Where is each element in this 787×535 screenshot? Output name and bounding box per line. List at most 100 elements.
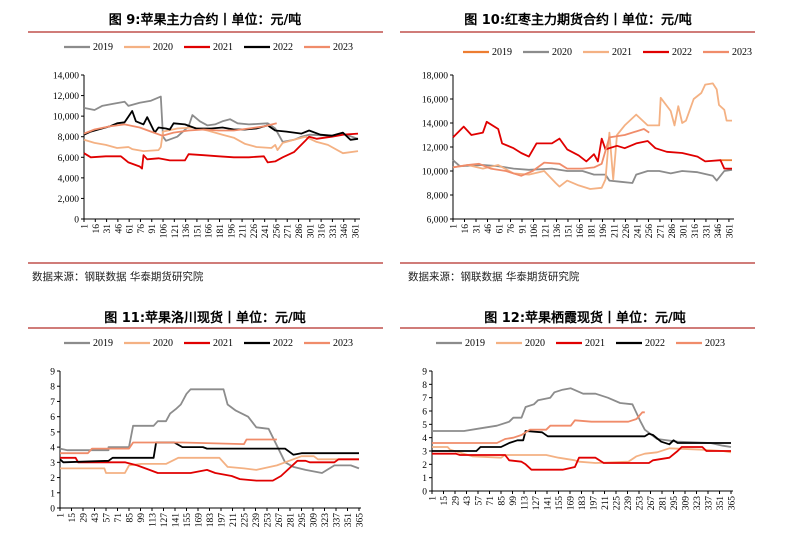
x-tick-label: 226 [250, 224, 260, 239]
y-tick-label: 4 [50, 444, 55, 454]
legend-label-2023: 2023 [333, 42, 353, 53]
x-tick-label: 365 [728, 496, 738, 511]
y-tick-label: 5 [422, 421, 427, 431]
series-line-2020 [60, 455, 359, 474]
x-tick-label: 155 [555, 496, 565, 511]
x-tick-label: 1 [450, 224, 460, 229]
chart-title: 图 12:苹果栖霞现货丨单位：元/吨 [484, 310, 686, 326]
x-tick-label: 295 [298, 513, 308, 528]
chart-2: 图 10:红枣主力期货合约丨单位：元/吨 2019 2020 2021 2022 2023… [400, 12, 755, 283]
x-tick-label: 316 [318, 224, 328, 239]
x-tick-label: 46 [484, 224, 494, 234]
x-tick-label: 239 [252, 513, 262, 528]
x-tick-label: 127 [532, 496, 542, 511]
y-tick-label: 12,000 [422, 144, 448, 154]
y-tick-label: 0 [74, 216, 79, 226]
x-tick-label: 99 [137, 513, 147, 523]
x-tick-label: 316 [691, 224, 701, 239]
x-tick-label: 337 [705, 496, 715, 511]
x-tick-label: 61 [495, 224, 505, 234]
x-tick-label: 141 [172, 513, 182, 528]
legend-label-2020: 2020 [525, 338, 545, 349]
y-tick-label: 10,000 [422, 168, 448, 178]
x-tick-label: 225 [241, 513, 251, 528]
x-tick-label: 181 [216, 224, 226, 239]
y-tick-label: 1 [50, 489, 55, 499]
x-tick-label: 267 [275, 513, 285, 528]
chart-title: 图 10:红枣主力期货合约丨单位：元/吨 [464, 12, 692, 28]
x-tick-label: 16 [92, 224, 102, 234]
x-tick-label: 197 [590, 496, 600, 511]
x-tick-label: 181 [587, 224, 597, 239]
y-tick-label: 7 [422, 394, 427, 404]
x-tick-label: 113 [149, 513, 159, 527]
x-tick-label: 183 [206, 513, 216, 528]
y-tick-label: 1 [422, 474, 427, 484]
x-tick-label: 267 [647, 496, 657, 511]
x-tick-label: 121 [541, 224, 551, 239]
x-tick-label: 346 [340, 224, 350, 239]
y-tick-label: 3 [422, 448, 427, 458]
x-tick-label: 121 [171, 224, 181, 239]
x-tick-label: 253 [264, 513, 274, 528]
x-tick-label: 127 [160, 513, 170, 528]
series-line-2023 [60, 438, 277, 455]
x-tick-label: 331 [329, 224, 339, 239]
x-tick-label: 85 [498, 496, 508, 506]
y-tick-label: 8,000 [427, 192, 449, 202]
x-tick-label: 15 [68, 513, 78, 523]
series-line-2021 [452, 82, 732, 190]
y-tick-label: 6 [50, 413, 55, 423]
x-tick-label: 323 [693, 496, 703, 511]
x-tick-label: 169 [567, 496, 577, 511]
y-tick-label: 4,000 [58, 174, 80, 184]
x-tick-label: 166 [576, 224, 586, 239]
y-tick-label: 14,000 [422, 120, 448, 130]
source-note: 数据来源：钢联数据 华泰期货研究院 [32, 270, 204, 283]
y-tick-label: 10,000 [53, 113, 79, 123]
x-tick-label: 361 [725, 224, 735, 239]
x-tick-label: 281 [659, 496, 669, 511]
x-tick-label: 76 [137, 224, 147, 234]
y-tick-label: 14,000 [53, 72, 79, 82]
legend-label-2019: 2019 [93, 338, 113, 349]
x-tick-label: 241 [633, 224, 643, 239]
x-tick-label: 196 [599, 224, 609, 239]
x-tick-label: 309 [682, 496, 692, 511]
series-line-2020 [83, 126, 359, 155]
x-tick-label: 136 [553, 224, 563, 239]
x-tick-label: 241 [261, 224, 271, 239]
x-tick-label: 106 [160, 224, 170, 239]
x-tick-label: 365 [356, 513, 366, 528]
series-line-2019 [59, 388, 360, 474]
x-tick-label: 196 [227, 224, 237, 239]
x-tick-label: 309 [310, 513, 320, 528]
x-tick-label: 85 [126, 513, 136, 523]
x-tick-label: 113 [521, 496, 531, 510]
series-line-2023 [452, 128, 650, 177]
x-tick-label: 15 [440, 496, 450, 506]
y-tick-label: 9 [422, 368, 427, 378]
x-tick-label: 351 [716, 496, 726, 511]
chart-title: 图 9:苹果主力合约丨单位：元/吨 [109, 12, 302, 28]
x-tick-label: 256 [645, 224, 655, 239]
x-tick-label: 169 [195, 513, 205, 528]
legend-label-2021: 2021 [213, 42, 233, 53]
y-tick-label: 6,000 [58, 154, 80, 164]
y-tick-label: 6,000 [427, 216, 449, 226]
x-tick-label: 361 [351, 224, 361, 239]
x-tick-label: 29 [452, 496, 462, 506]
y-tick-label: 12,000 [53, 92, 79, 102]
legend-label-2023: 2023 [333, 338, 353, 349]
x-tick-label: 57 [475, 496, 485, 506]
x-tick-label: 43 [463, 496, 473, 506]
series-line-2022 [59, 441, 359, 464]
series-line-2022 [83, 110, 359, 141]
x-tick-label: 295 [670, 496, 680, 511]
x-tick-label: 16 [461, 224, 471, 234]
y-tick-label: 0 [50, 505, 55, 515]
y-tick-label: 8 [50, 383, 55, 393]
x-tick-label: 225 [613, 496, 623, 511]
